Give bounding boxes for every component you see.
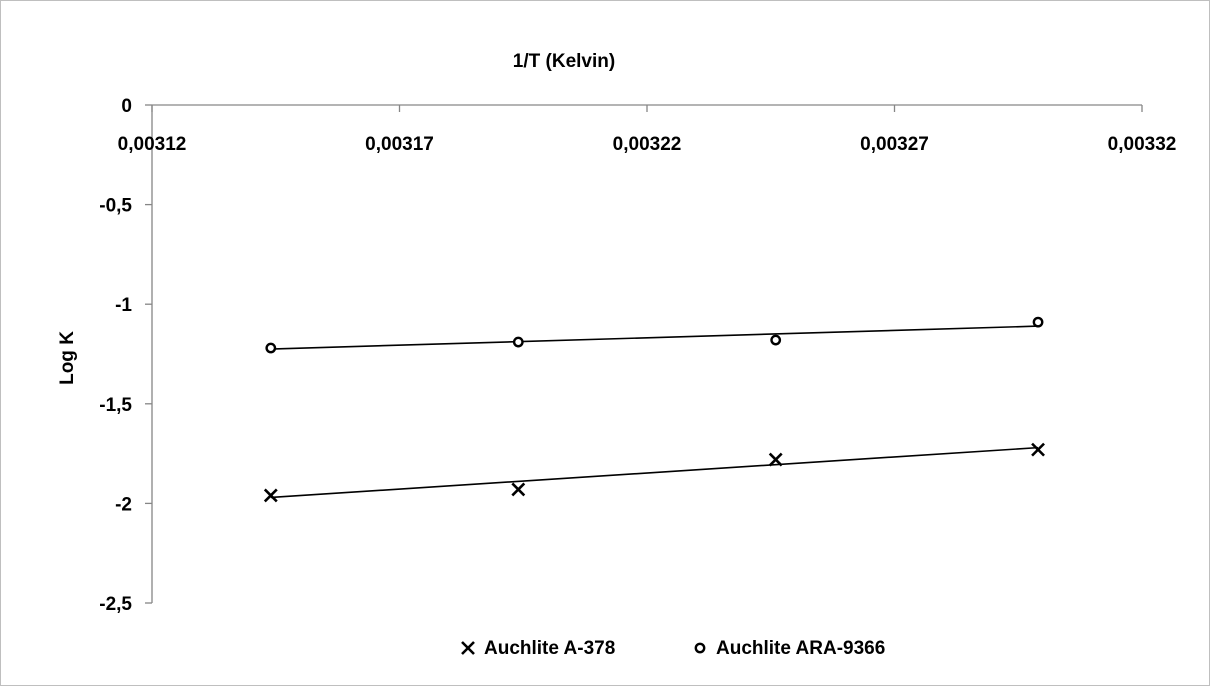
data-point-series-1 bbox=[263, 488, 278, 503]
x-tick-label: 0,00332 bbox=[1108, 134, 1177, 155]
data-point-series-2 bbox=[1032, 316, 1044, 328]
x-axis-title: 1/T (Kelvin) bbox=[513, 51, 615, 72]
trendline-series-2 bbox=[270, 325, 1039, 350]
data-point-series-1-stroke bbox=[511, 482, 526, 497]
trendlines-layer bbox=[270, 325, 1039, 499]
y-tick-label: -2 bbox=[115, 494, 132, 515]
y-tick-label: -0,5 bbox=[99, 196, 132, 217]
y-axis-title: Log K bbox=[57, 331, 78, 385]
axes-layer: 0,00312 0,00317 0,00322 0,00327 0,00332 0 -0,5… bbox=[99, 96, 1176, 615]
x-tick-label: 0,00327 bbox=[860, 134, 929, 155]
legend-marker-circle bbox=[694, 642, 706, 654]
y-tick-label: -2,5 bbox=[99, 594, 132, 615]
data-point-series-1 bbox=[511, 482, 526, 497]
legend-entry: Auchlite ARA-9366 bbox=[694, 638, 885, 659]
x-tick-label: 0,00312 bbox=[118, 134, 187, 155]
trendline-series-1 bbox=[270, 446, 1039, 499]
legend-marker-x bbox=[461, 641, 475, 655]
legend-label: Auchlite A-378 bbox=[484, 638, 615, 659]
x-tick-label: 0,00317 bbox=[365, 134, 434, 155]
data-point-series-2 bbox=[265, 342, 277, 354]
legend-label: Auchlite ARA-9366 bbox=[716, 638, 885, 659]
legend-entry: Auchlite A-378 bbox=[461, 638, 615, 659]
data-marks-layer bbox=[263, 316, 1045, 503]
data-point-series-1-stroke bbox=[263, 488, 278, 503]
y-tick-label: 0 bbox=[121, 96, 132, 117]
y-tick-label: -1,5 bbox=[99, 395, 132, 416]
legend: Auchlite A-378 Auchlite ARA-9366 bbox=[461, 638, 885, 659]
data-point-series-2 bbox=[770, 334, 782, 346]
data-point-series-1 bbox=[768, 452, 783, 467]
data-point-series-1 bbox=[1031, 442, 1045, 457]
x-tick-label: 0,00322 bbox=[613, 134, 682, 155]
y-tick-label: -1 bbox=[115, 295, 132, 316]
data-point-series-1-stroke bbox=[768, 452, 783, 467]
data-point-series-1-stroke bbox=[1031, 442, 1045, 457]
data-point-series-2 bbox=[512, 336, 524, 348]
legend-marker-x-stroke bbox=[461, 641, 475, 655]
